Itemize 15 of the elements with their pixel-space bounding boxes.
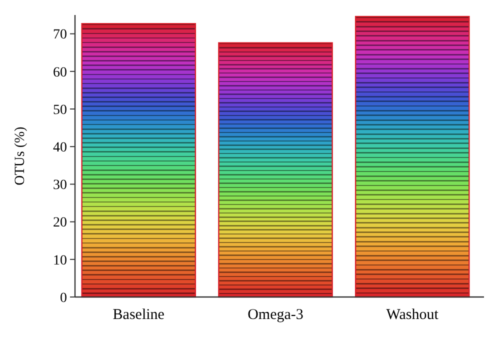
bar — [81, 23, 196, 298]
x-tick-label: Baseline — [112, 307, 165, 323]
x-tick-label: Washout — [386, 307, 440, 323]
y-tick-label: 30 — [53, 178, 67, 194]
y-tick-label: 60 — [53, 65, 67, 80]
bar — [354, 16, 470, 298]
y-tick-label: 50 — [53, 102, 67, 118]
x-tick-label: Omega-3 — [248, 307, 304, 323]
bar — [218, 42, 333, 298]
y-tick-label: 10 — [53, 253, 67, 268]
y-axis-title: OTUs (%) — [13, 126, 28, 186]
y-tick-label: 0 — [60, 290, 67, 306]
y-tick-label: 40 — [53, 140, 67, 156]
y-tick-label: 70 — [53, 28, 67, 43]
y-tick-label: 20 — [53, 216, 67, 231]
